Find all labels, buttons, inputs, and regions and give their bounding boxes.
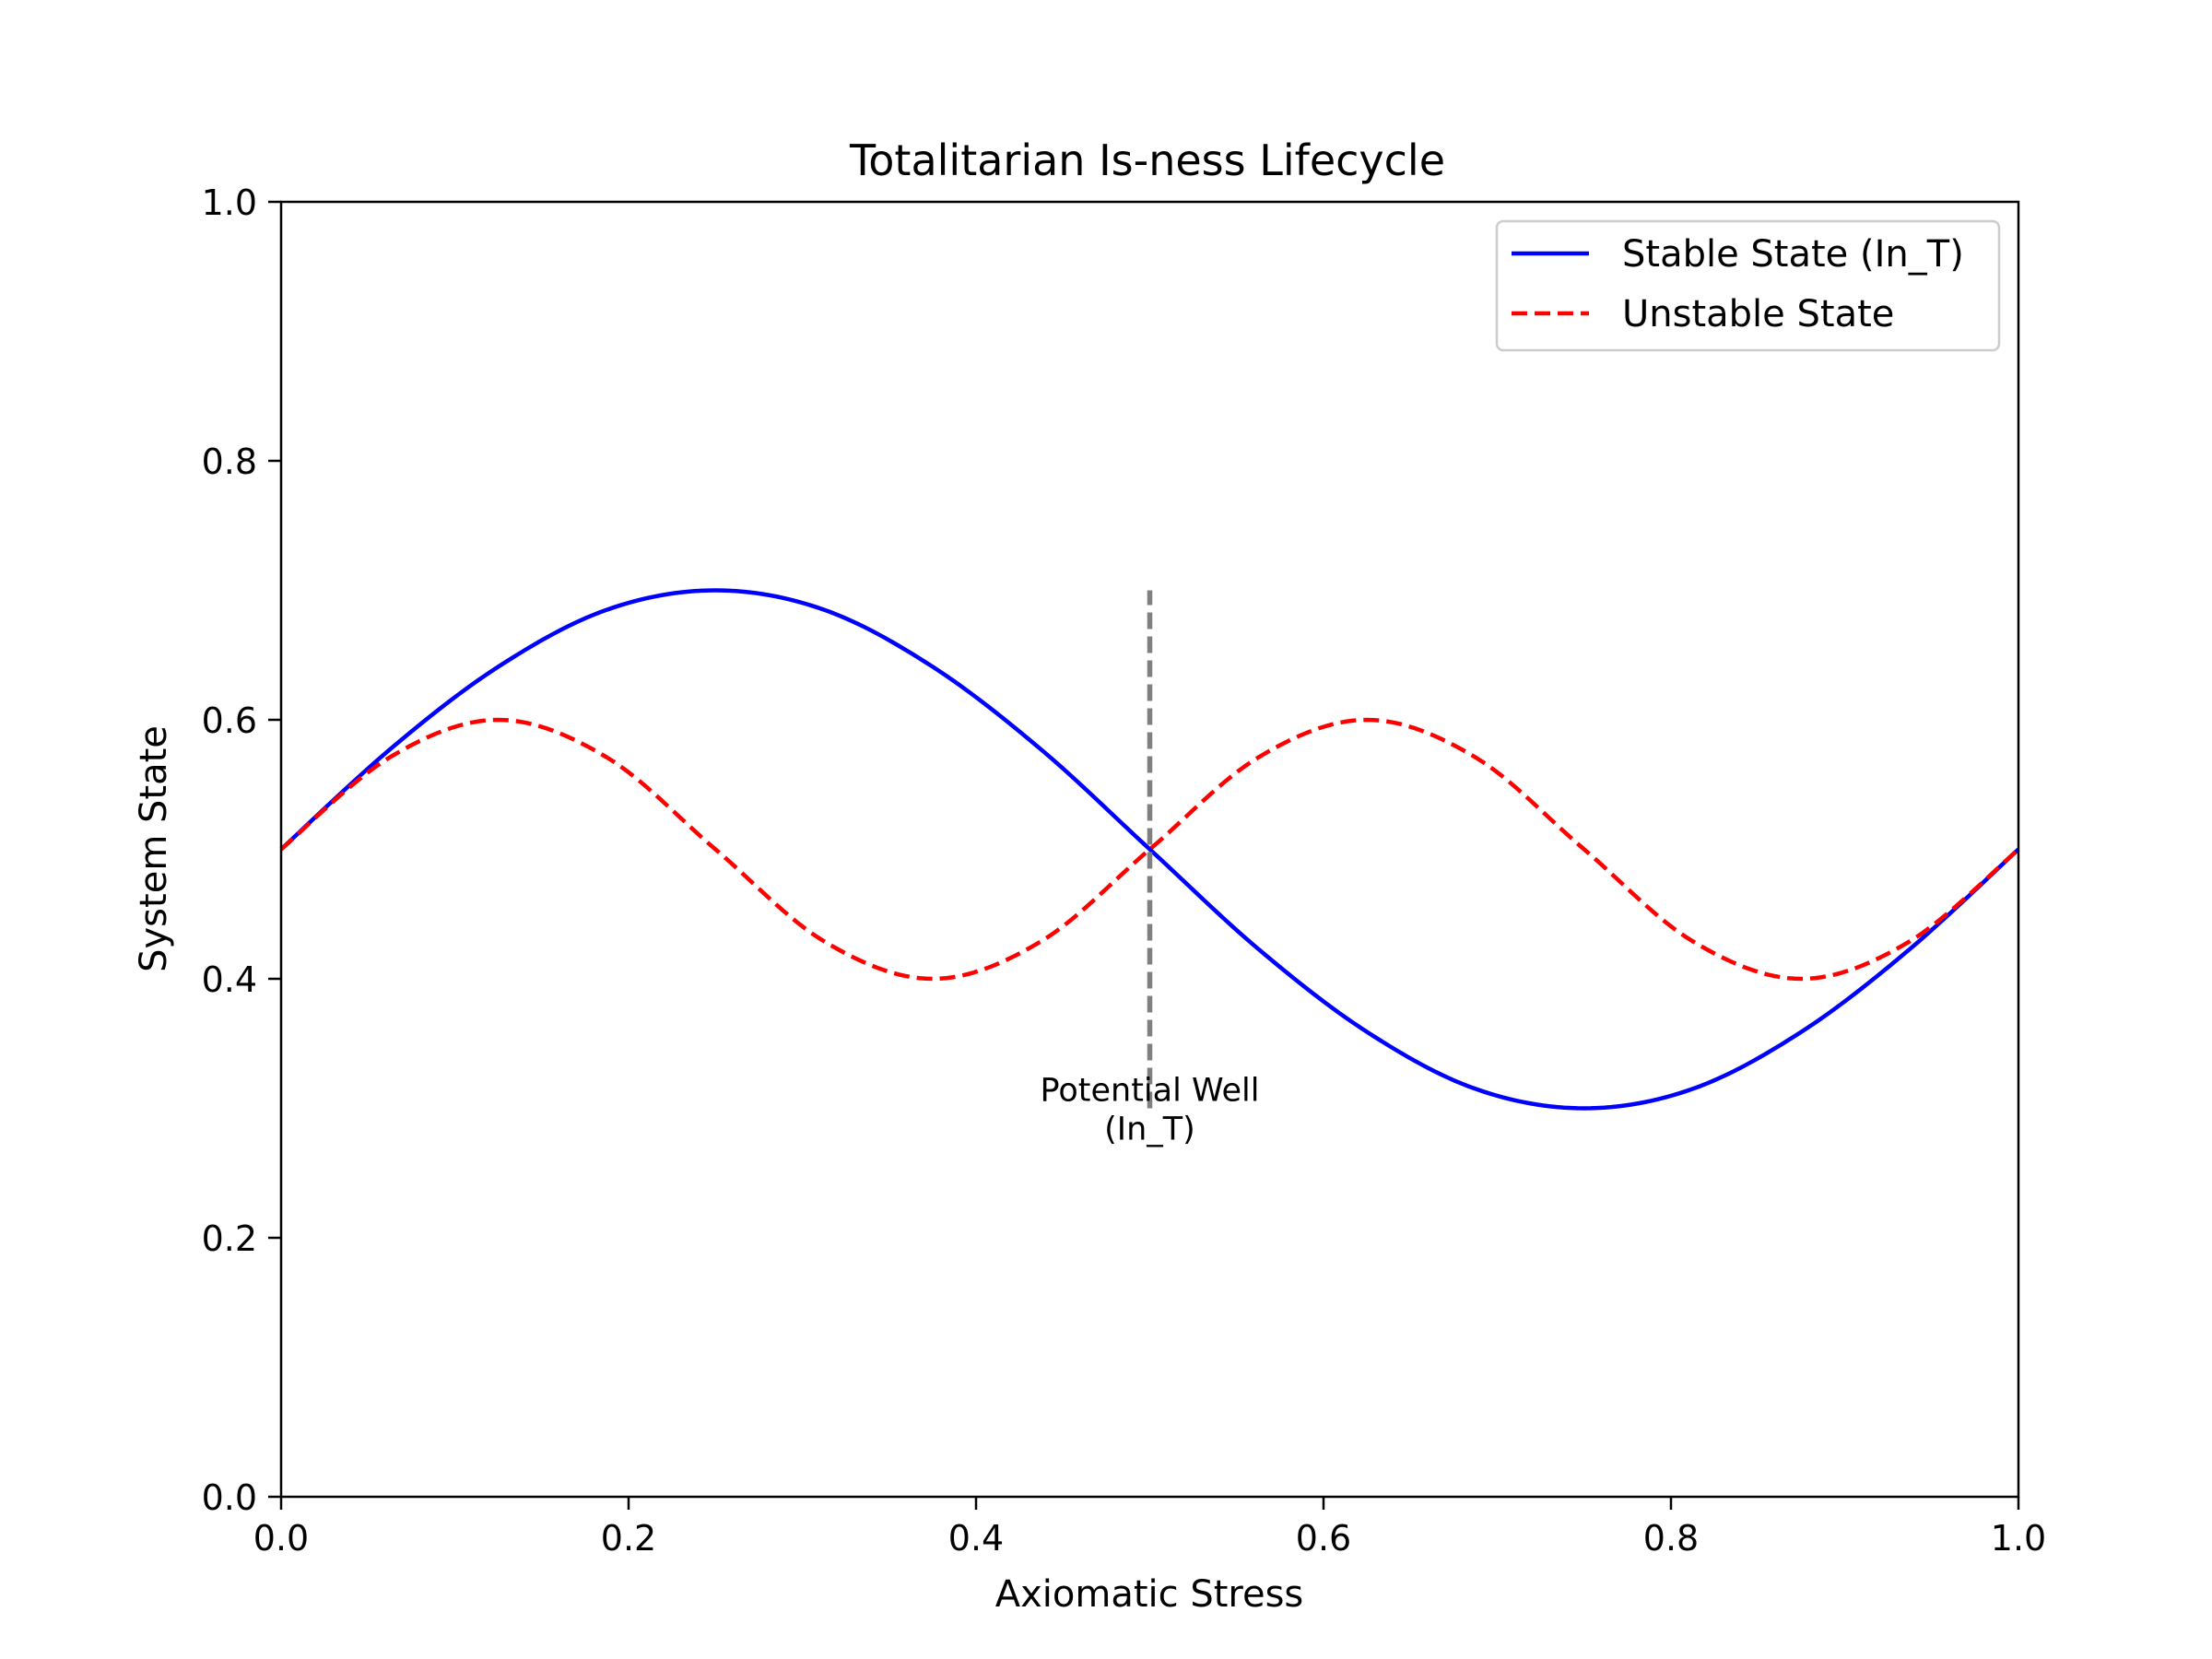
series-line-2 (279, 717, 2020, 982)
y-tick-label: 0.6 (202, 700, 257, 741)
x-tick-label: 0.0 (253, 1518, 309, 1559)
y-axis: 0.0 0.2 0.4 0.6 0.8 1.0 (202, 182, 281, 1518)
y-tick-label: 0.0 (202, 1477, 257, 1518)
plot-frame (279, 200, 2020, 1499)
series-line-1 (279, 588, 2020, 1111)
x-tick-label: 1.0 (1991, 1518, 2046, 1559)
legend: Stable State (In_T) Unstable State (1495, 219, 2001, 352)
x-axis: 0.0 0.2 0.4 0.6 0.8 1.0 (253, 1497, 2046, 1559)
x-tick-label: 0.8 (1643, 1518, 1699, 1559)
x-tick-label: 0.2 (601, 1518, 656, 1559)
x-axis-label: Axiomatic Stress (995, 1573, 1304, 1616)
chart-title: Totalitarian Is-ness Lifecycle (849, 135, 1445, 185)
legend-label-2: Unstable State (1622, 293, 1894, 335)
plot-area: Potential Well(In_T) (279, 588, 2020, 1148)
y-tick-label: 0.8 (202, 441, 257, 482)
y-tick-label: 0.4 (202, 959, 257, 1000)
y-axis-label: System State (133, 725, 175, 972)
legend-frame (1495, 219, 2001, 352)
annotation-line-2: (In_T) (1104, 1112, 1195, 1148)
y-tick-label: 0.2 (202, 1218, 257, 1259)
annotation-line-1: Potential Well (1041, 1073, 1260, 1110)
x-tick-label: 0.6 (1296, 1518, 1351, 1559)
x-tick-label: 0.4 (948, 1518, 1004, 1559)
legend-label-1: Stable State (In_T) (1622, 233, 1964, 276)
y-tick-label: 1.0 (202, 182, 257, 223)
